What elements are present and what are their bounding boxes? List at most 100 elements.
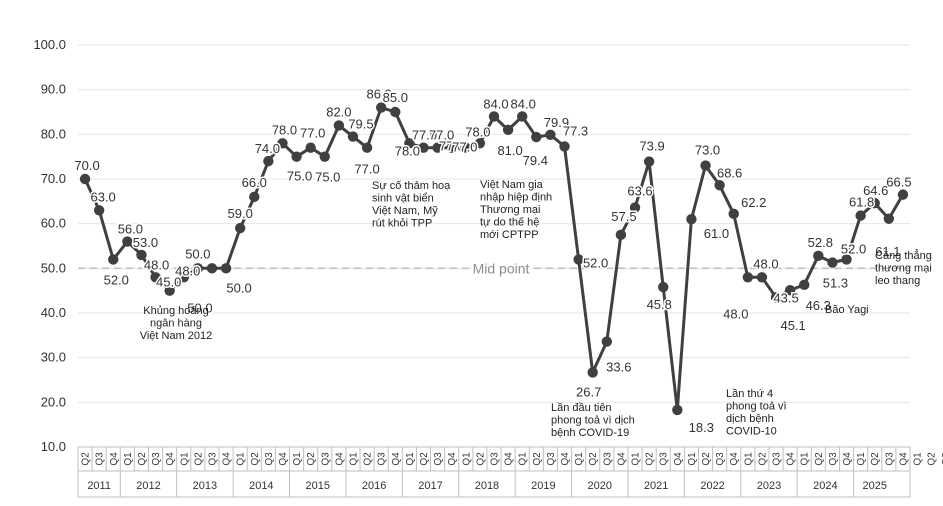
quarter-tick-label: Q2 xyxy=(757,452,768,466)
year-label: 2011 xyxy=(87,480,111,492)
data-point xyxy=(728,208,739,220)
quarter-tick-label: Q2 xyxy=(137,452,148,466)
data-point xyxy=(291,151,302,162)
year-label: 2013 xyxy=(193,480,217,492)
data-point xyxy=(559,141,570,152)
data-point xyxy=(869,197,880,209)
data-label: 48.0 xyxy=(144,257,169,272)
data-label: 59.0 xyxy=(228,206,253,221)
data-label: 52.0 xyxy=(841,241,866,256)
annotation-line: Lần đầu tiên xyxy=(551,402,612,414)
data-label: 51.3 xyxy=(823,276,848,291)
data-point xyxy=(531,131,542,143)
data-label: 63.6 xyxy=(627,184,652,199)
quarter-tick-label: Q3 xyxy=(264,452,275,466)
quarter-tick-label: Q2 xyxy=(927,452,938,466)
data-point xyxy=(220,263,232,274)
data-point xyxy=(686,214,697,225)
y-tick-label: 90.0 xyxy=(41,82,66,97)
data-label: 77.0 xyxy=(452,140,477,155)
quarter-tick-label: Q3 xyxy=(95,452,106,466)
annotation-line: leo thang xyxy=(875,275,920,287)
data-point xyxy=(333,120,345,131)
year-label: 2018 xyxy=(475,480,499,492)
year-label: 2016 xyxy=(362,480,386,492)
quarter-tick-label: Q2 xyxy=(419,452,430,466)
quarter-tick-label: Q4 xyxy=(786,452,797,466)
data-point xyxy=(234,222,246,234)
data-label: 52.8 xyxy=(808,235,833,250)
y-tick-label: 100.0 xyxy=(33,37,66,52)
data-point xyxy=(517,111,528,122)
data-label: 85.0 xyxy=(383,90,408,105)
data-point xyxy=(700,160,711,171)
year-label: 2017 xyxy=(418,480,442,492)
quarter-tick-label: Q2 xyxy=(306,452,317,466)
data-label: 45.0 xyxy=(156,275,181,290)
data-label: 77.0 xyxy=(300,126,325,141)
data-label: 46.3 xyxy=(806,298,831,313)
quarter-tick-label: Q2 xyxy=(645,452,656,466)
data-point xyxy=(79,173,91,185)
data-label: 84.0 xyxy=(483,96,508,111)
annotation-line: bệnh COVID-19 xyxy=(551,427,629,439)
quarter-tick-label: Q1 xyxy=(913,452,924,466)
quarter-tick-label: Q1 xyxy=(518,452,529,466)
annotation-line: Việt Nam, Mỹ xyxy=(372,205,438,217)
quarter-tick-label: Q3 xyxy=(320,452,331,466)
data-point xyxy=(672,404,683,416)
data-point xyxy=(629,202,641,213)
data-point xyxy=(615,229,627,241)
markers xyxy=(79,102,909,416)
data-point xyxy=(714,180,725,191)
data-label: 26.7 xyxy=(576,384,601,399)
data-label: 77.0 xyxy=(439,139,464,154)
annotation-line: Sự cố thảm hoạ xyxy=(372,180,451,192)
year-label: 2019 xyxy=(531,480,555,492)
quarter-tick-label: Q3 xyxy=(715,452,726,466)
data-label: 77.3 xyxy=(563,123,588,138)
data-point xyxy=(206,263,218,274)
data-label: 84.0 xyxy=(511,96,536,111)
annotation-line: dịch bệnh xyxy=(726,413,774,425)
data-label: 86.0 xyxy=(367,87,392,102)
data-label: 63.0 xyxy=(90,189,115,204)
data-point xyxy=(404,138,415,149)
data-point xyxy=(573,254,584,265)
data-label: 45.8 xyxy=(647,297,672,312)
data-label: 50.0 xyxy=(185,246,210,261)
annotation-line: ngân hàng xyxy=(150,318,202,330)
data-label: 73.9 xyxy=(639,139,664,154)
quarter-tick-label: Q2 xyxy=(363,452,374,466)
data-point xyxy=(122,236,133,247)
annotation-line: phong toả vì xyxy=(726,401,787,413)
annotation-line: tự do thế hệ xyxy=(480,217,539,229)
quarter-tick-label: Q4 xyxy=(447,452,458,466)
annotation-line: nhập hiệp định xyxy=(480,192,552,204)
data-point xyxy=(742,272,754,283)
quarter-tick-label: Q4 xyxy=(165,452,176,466)
data-label: 77.0 xyxy=(412,128,437,143)
quarter-tick-label: Q2 xyxy=(475,452,486,466)
quarter-tick-label: Q1 xyxy=(348,452,359,466)
quarter-tick-label: Q4 xyxy=(222,452,233,466)
annotation-line: Việt Nam gia xyxy=(480,179,544,191)
data-label: 50.0 xyxy=(226,280,251,295)
quarter-tick-label: Q1 xyxy=(292,452,303,466)
data-point xyxy=(460,142,471,153)
data-label: 75.0 xyxy=(315,170,340,185)
data-label: 48.0 xyxy=(753,256,778,271)
data-label: 64.6 xyxy=(863,183,888,198)
data-point xyxy=(799,279,810,291)
data-label: 45.1 xyxy=(780,318,805,333)
data-point xyxy=(93,205,105,216)
quarter-tick-label: Q1 xyxy=(800,452,811,466)
data-point xyxy=(488,111,500,122)
data-label: 48.0 xyxy=(723,306,748,321)
data-label: 61.1 xyxy=(875,244,900,259)
quarter-tick-label: Q2 xyxy=(814,452,825,466)
data-label: 73.0 xyxy=(695,143,720,158)
data-point xyxy=(658,281,669,293)
quarter-tick-label: Q1 xyxy=(631,452,642,466)
